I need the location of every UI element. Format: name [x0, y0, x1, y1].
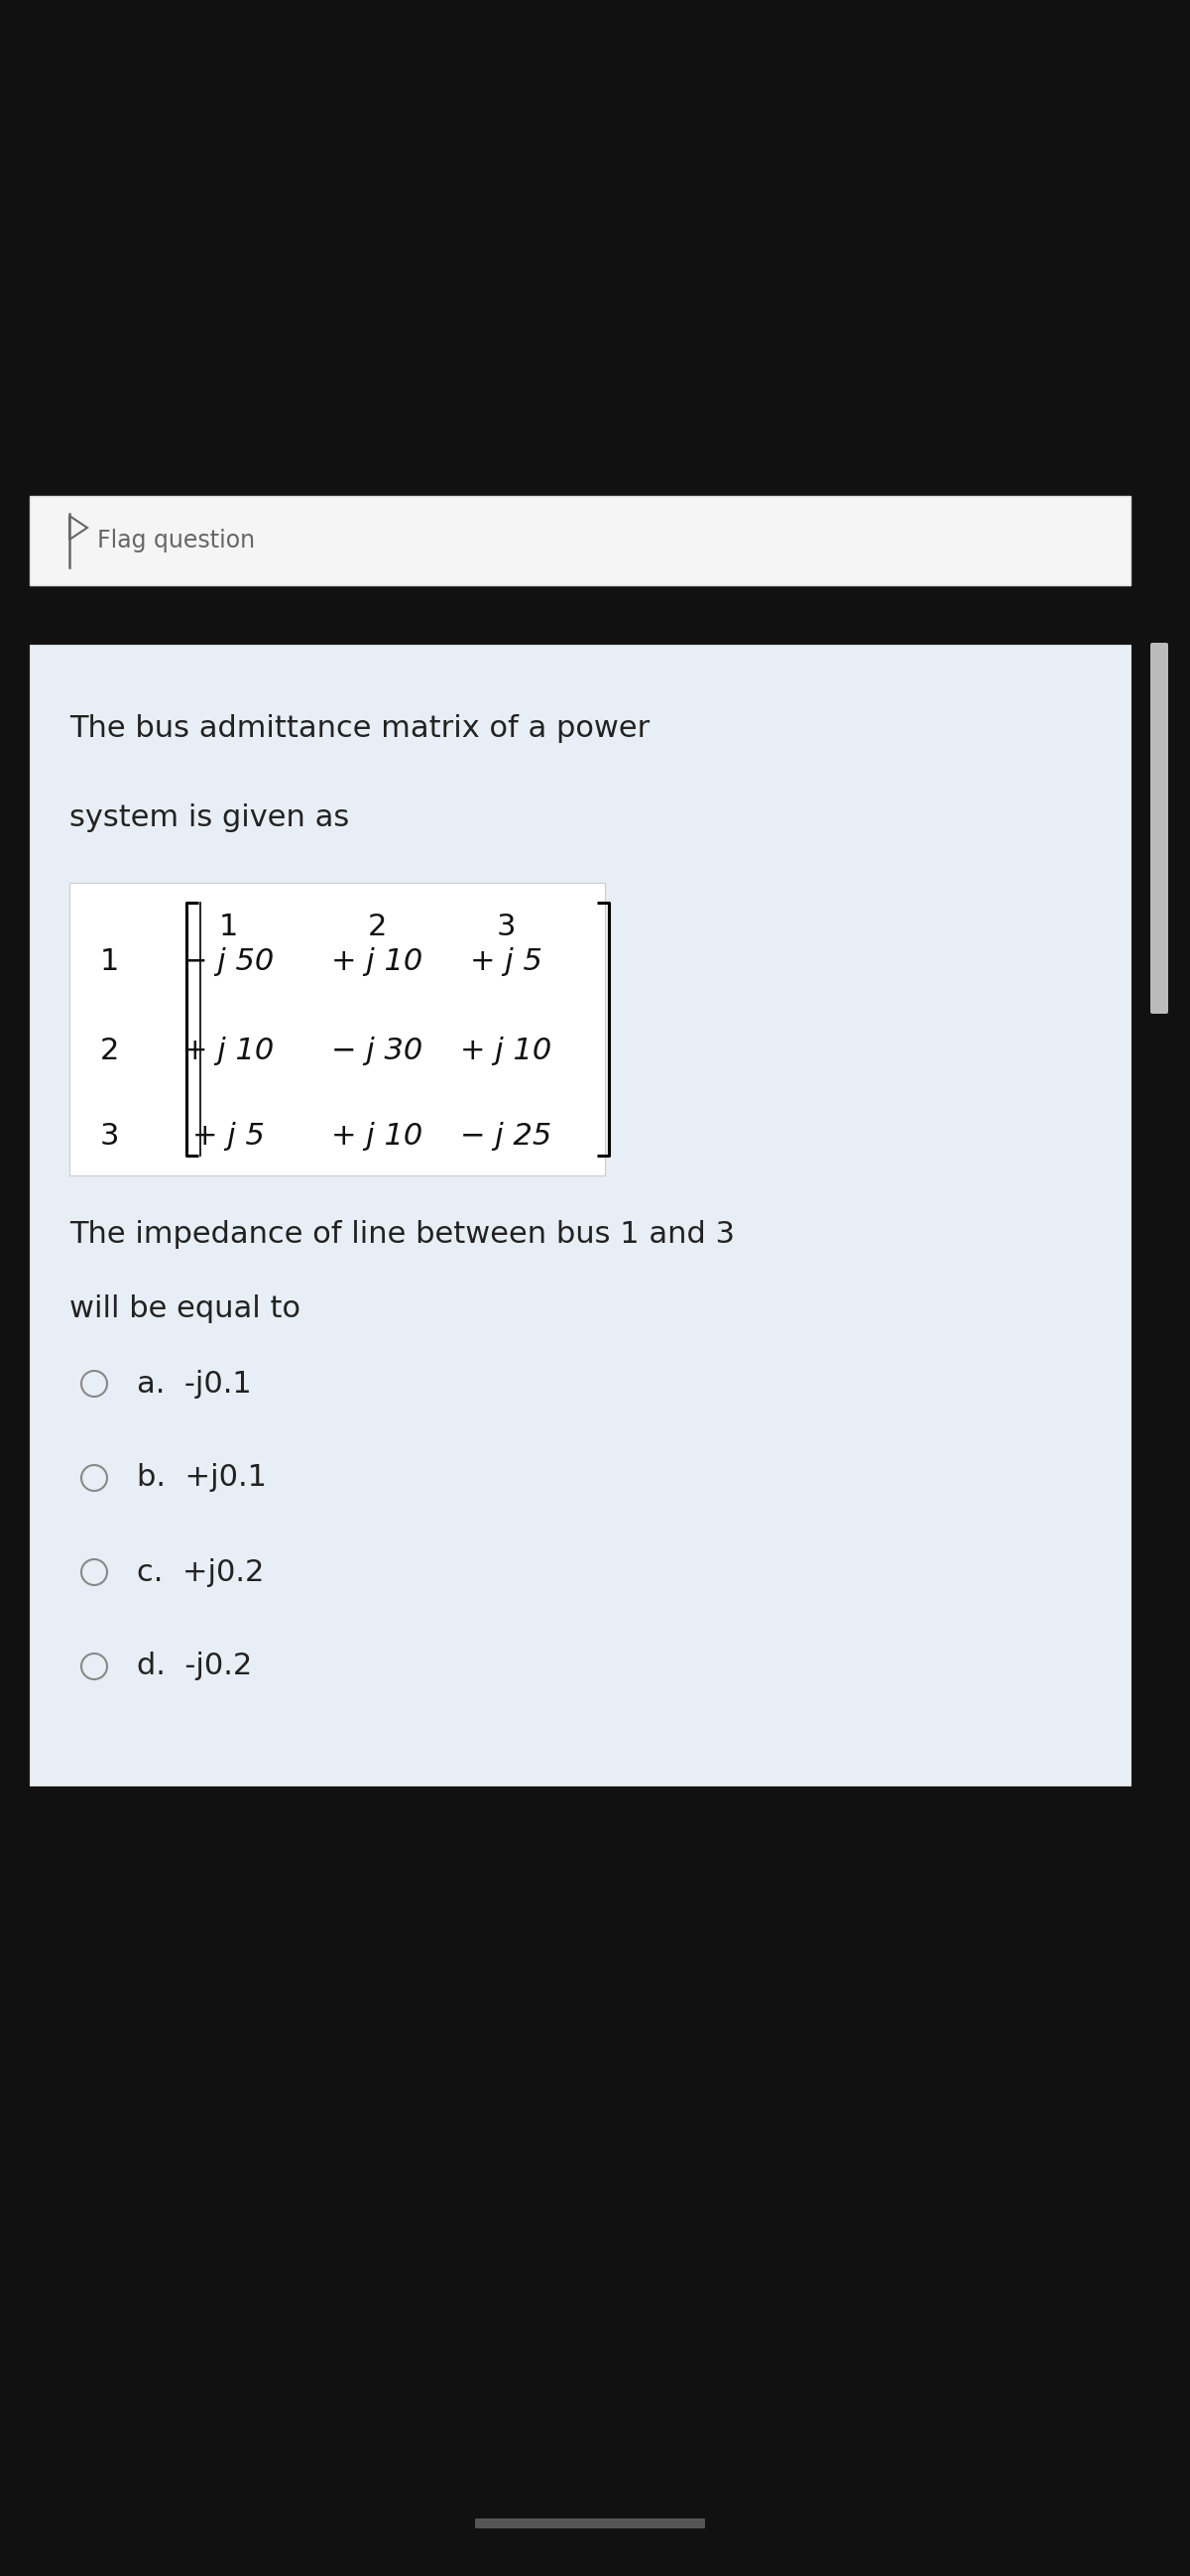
Text: b.  +j0.1: b. +j0.1	[137, 1463, 267, 1492]
Bar	[0, 0, 1190, 487]
FancyBboxPatch shape	[1151, 644, 1169, 1015]
Text: 2: 2	[100, 1038, 119, 1066]
Text: − j 30: − j 30	[331, 1038, 422, 1066]
Text: + j 10: + j 10	[331, 948, 422, 976]
Text: The impedance of line between bus 1 and 3: The impedance of line between bus 1 and …	[69, 1221, 735, 1249]
Text: + j 5: + j 5	[470, 948, 541, 976]
Bar	[30, 497, 1130, 585]
Text: 1: 1	[219, 912, 238, 940]
Text: 2: 2	[368, 912, 387, 940]
Text: a.  -j0.1: a. -j0.1	[137, 1370, 251, 1399]
Text: c.  +j0.2: c. +j0.2	[137, 1558, 264, 1587]
Bar	[30, 644, 1130, 1785]
Text: + j 10: + j 10	[461, 1038, 551, 1066]
Text: + j 10: + j 10	[182, 1038, 274, 1066]
Text: + j 10: + j 10	[331, 1121, 422, 1149]
Bar	[69, 884, 605, 1175]
Text: 3: 3	[100, 1121, 119, 1149]
FancyBboxPatch shape	[475, 2519, 704, 2530]
Text: − j 25: − j 25	[461, 1121, 551, 1149]
Text: − j 50: − j 50	[182, 948, 274, 976]
Text: system is given as: system is given as	[69, 804, 350, 832]
Text: will be equal to: will be equal to	[69, 1296, 300, 1324]
Text: Flag question: Flag question	[98, 528, 255, 551]
Text: d.  -j0.2: d. -j0.2	[137, 1651, 252, 1680]
Bar	[0, 1816, 1190, 2576]
Text: 3: 3	[496, 912, 515, 940]
Text: 1: 1	[100, 948, 119, 976]
Text: + j 5: + j 5	[192, 1121, 264, 1149]
Text: The bus admittance matrix of a power: The bus admittance matrix of a power	[69, 714, 650, 742]
